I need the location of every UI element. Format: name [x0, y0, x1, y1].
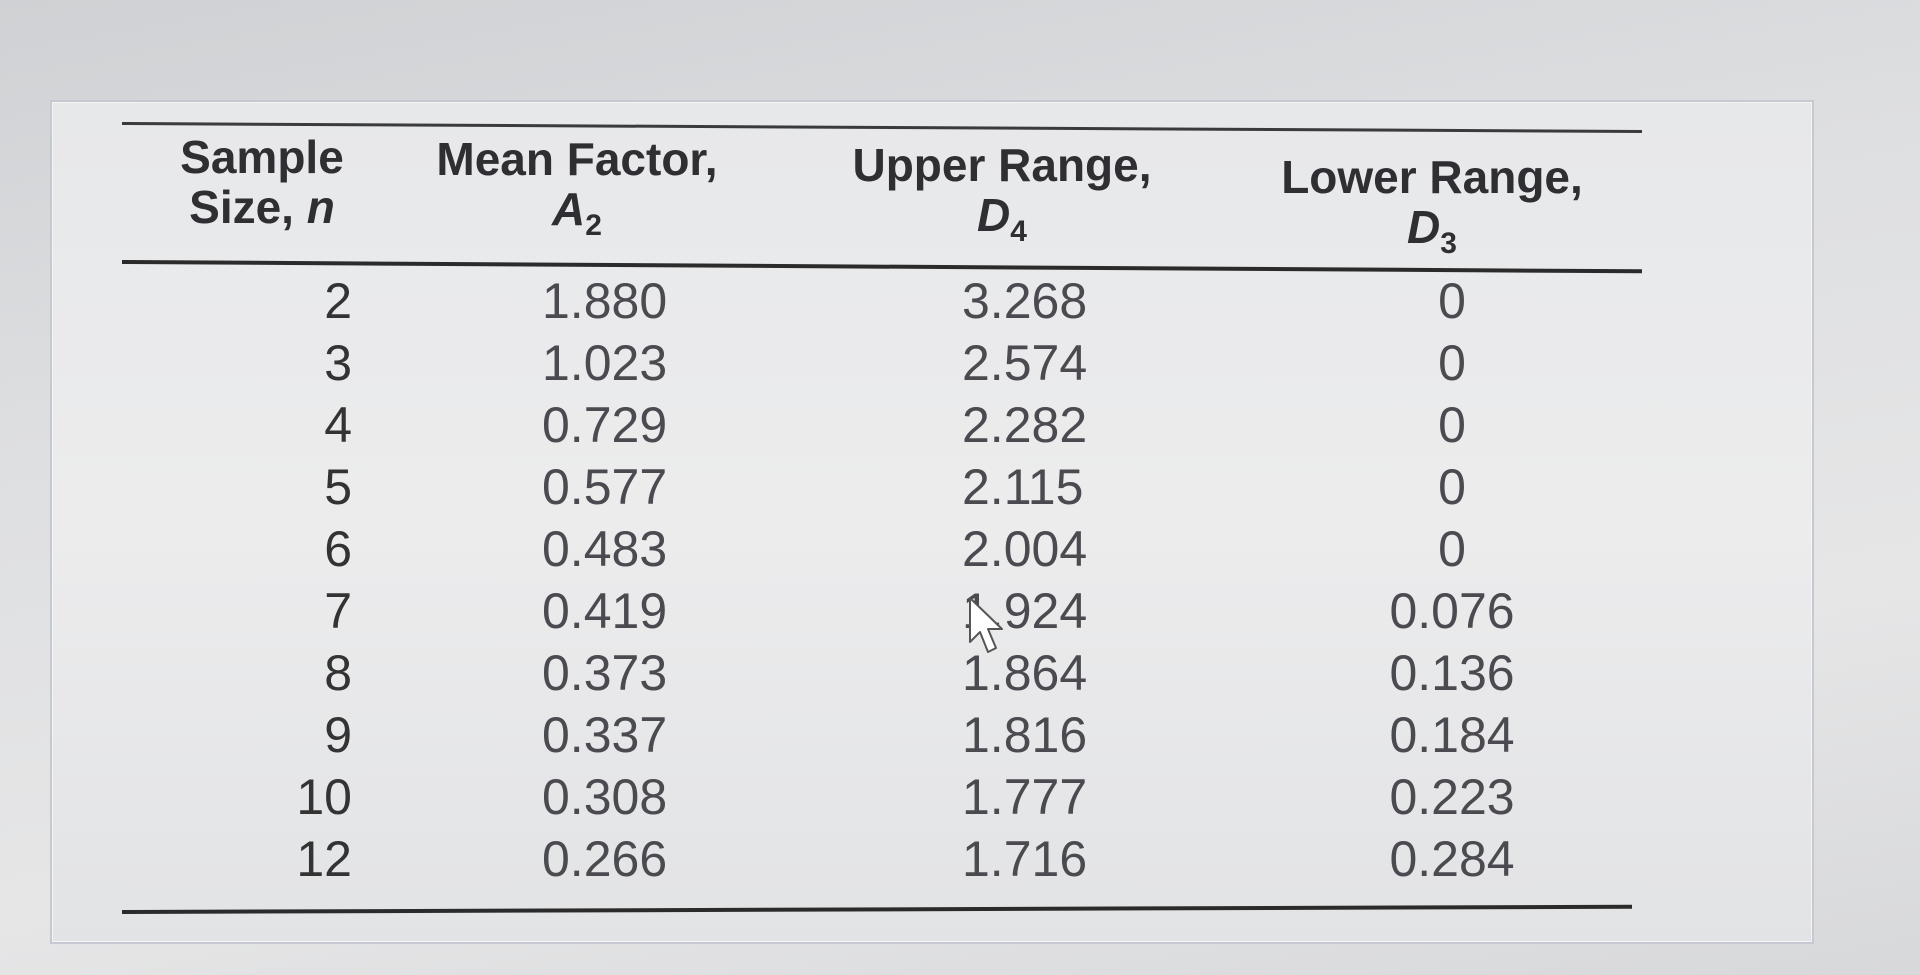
cell-upper-range: 1.816 — [962, 707, 1088, 763]
table-header: Sample Size, n Mean Factor, A2 Upper Ran… — [122, 132, 1642, 260]
cell-sample-size: 2 — [324, 273, 352, 329]
cell-mean-factor: 0.308 — [542, 769, 668, 825]
cell-lower-range: 0.223 — [1389, 769, 1515, 825]
cell-lower-range: 0 — [1438, 335, 1466, 391]
header-sample-size: Sample Size, n — [162, 132, 362, 232]
cell-sample-size: 4 — [324, 397, 352, 453]
header-sample-size-symbol: n — [306, 181, 335, 233]
cell-sample-size: 8 — [324, 645, 352, 701]
cell-sample-size: 5 — [324, 459, 352, 515]
cell-mean-factor: 0.337 — [542, 707, 668, 763]
cell-upper-range: 1.716 — [962, 831, 1088, 887]
header-lower-range-symbol: D — [1407, 201, 1441, 253]
table-row: 8 0.373 1.864 0.136 — [122, 644, 1642, 708]
cell-lower-range: 0 — [1438, 521, 1466, 577]
cell-lower-range: 0 — [1438, 459, 1466, 515]
cell-upper-range: 1.864 — [962, 645, 1088, 701]
table-row: 10 0.308 1.777 0.223 — [122, 768, 1642, 832]
cell-sample-size: 12 — [296, 831, 352, 887]
header-upper-range-symbol: D — [977, 189, 1011, 241]
header-mean-factor-line1: Mean Factor, — [436, 133, 718, 185]
header-mean-factor-subscript: 2 — [585, 209, 602, 242]
cell-lower-range: 0.184 — [1389, 707, 1515, 763]
cell-lower-range: 0.136 — [1389, 645, 1515, 701]
cell-mean-factor: 1.880 — [542, 273, 668, 329]
table-row: 9 0.337 1.816 0.184 — [122, 706, 1642, 770]
header-sample-size-line2: Size, n — [162, 182, 362, 232]
header-sample-size-line1: Sample — [180, 131, 344, 183]
cell-lower-range: 0.284 — [1389, 831, 1515, 887]
mouse-pointer-icon — [969, 597, 1003, 653]
cell-mean-factor: 0.729 — [542, 397, 668, 453]
cell-upper-range: 2.115 — [962, 459, 1084, 515]
cell-mean-factor: 1.023 — [542, 335, 668, 391]
table-body: 2 1.880 3.268 0 3 1.023 2.574 0 4 0.729 … — [122, 272, 1642, 912]
cell-upper-range: 2.282 — [962, 397, 1088, 453]
header-lower-range: Lower Range, D3 — [1242, 152, 1622, 269]
cell-mean-factor: 0.419 — [542, 583, 668, 639]
cell-upper-range: 1.777 — [962, 769, 1088, 825]
table-row: 4 0.729 2.282 0 — [122, 396, 1642, 460]
table-row: 6 0.483 2.004 0 — [122, 520, 1642, 584]
header-mean-factor: Mean Factor, A2 — [412, 134, 742, 251]
cell-mean-factor: 0.266 — [542, 831, 668, 887]
control-chart-factors-table: Sample Size, n Mean Factor, A2 Upper Ran… — [50, 100, 1814, 944]
header-upper-range-subscript: 4 — [1010, 215, 1027, 248]
header-mean-factor-symbol: A — [552, 183, 586, 235]
cell-sample-size: 7 — [324, 583, 352, 639]
cell-lower-range: 0 — [1438, 273, 1466, 329]
cell-lower-range: 0 — [1438, 397, 1466, 453]
table-row: 2 1.880 3.268 0 — [122, 272, 1642, 336]
header-upper-range-symbol-line: D4 — [822, 190, 1182, 257]
header-lower-range-line1: Lower Range, — [1281, 151, 1583, 203]
cell-sample-size: 6 — [324, 521, 352, 577]
cell-sample-size: 3 — [324, 335, 352, 391]
cell-mean-factor: 0.577 — [542, 459, 668, 515]
header-lower-range-subscript: 3 — [1440, 227, 1457, 260]
header-mean-factor-symbol-line: A2 — [412, 184, 742, 251]
header-sample-size-text: Size, — [189, 181, 307, 233]
table-row: 3 1.023 2.574 0 — [122, 334, 1642, 398]
cell-sample-size: 9 — [324, 707, 352, 763]
cell-upper-range: 2.574 — [962, 335, 1088, 391]
table-row: 7 0.419 1.924 0.076 — [122, 582, 1642, 646]
cell-upper-range: 3.268 — [962, 273, 1088, 329]
cell-lower-range: 0.076 — [1389, 583, 1515, 639]
cell-sample-size: 10 — [296, 769, 352, 825]
header-lower-range-symbol-line: D3 — [1242, 202, 1622, 269]
header-upper-range-line1: Upper Range, — [852, 139, 1152, 191]
cell-mean-factor: 0.373 — [542, 645, 668, 701]
cell-mean-factor: 0.483 — [542, 521, 668, 577]
header-upper-range: Upper Range, D4 — [822, 140, 1182, 257]
table-row: 5 0.577 2.115 0 — [122, 458, 1642, 522]
cell-upper-range: 2.004 — [962, 521, 1088, 577]
table-row: 12 0.266 1.716 0.284 — [122, 830, 1642, 894]
